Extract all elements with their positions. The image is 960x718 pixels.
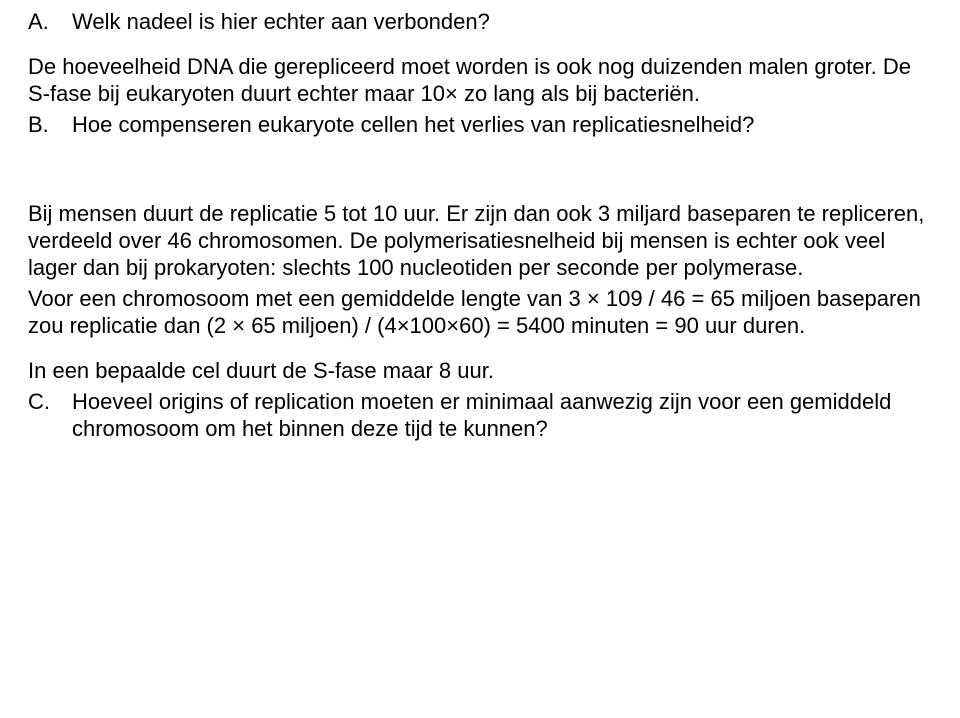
question-c-text: Hoeveel origins of replication moeten er… — [72, 388, 932, 442]
spacer — [28, 343, 932, 357]
paragraph-3: Voor een chromosoom met een gemiddelde l… — [28, 285, 932, 339]
question-a-text: Welk nadeel is hier echter aan verbonden… — [72, 8, 932, 35]
question-a-row: A. Welk nadeel is hier echter aan verbon… — [28, 8, 932, 35]
spacer — [28, 142, 932, 200]
paragraph-1: De hoeveelheid DNA die gerepliceerd moet… — [28, 53, 932, 107]
question-b-row: B. Hoe compenseren eukaryote cellen het … — [28, 111, 932, 138]
question-a-label: A. — [28, 8, 72, 35]
document-page: A. Welk nadeel is hier echter aan verbon… — [0, 0, 960, 442]
question-b-label: B. — [28, 111, 72, 138]
paragraph-2: Bij mensen duurt de replicatie 5 tot 10 … — [28, 200, 932, 281]
question-c-row: C. Hoeveel origins of replication moeten… — [28, 388, 932, 442]
paragraph-4: In een bepaalde cel duurt de S-fase maar… — [28, 357, 932, 384]
spacer — [28, 39, 932, 53]
question-b-text: Hoe compenseren eukaryote cellen het ver… — [72, 111, 932, 138]
question-c-label: C. — [28, 388, 72, 415]
